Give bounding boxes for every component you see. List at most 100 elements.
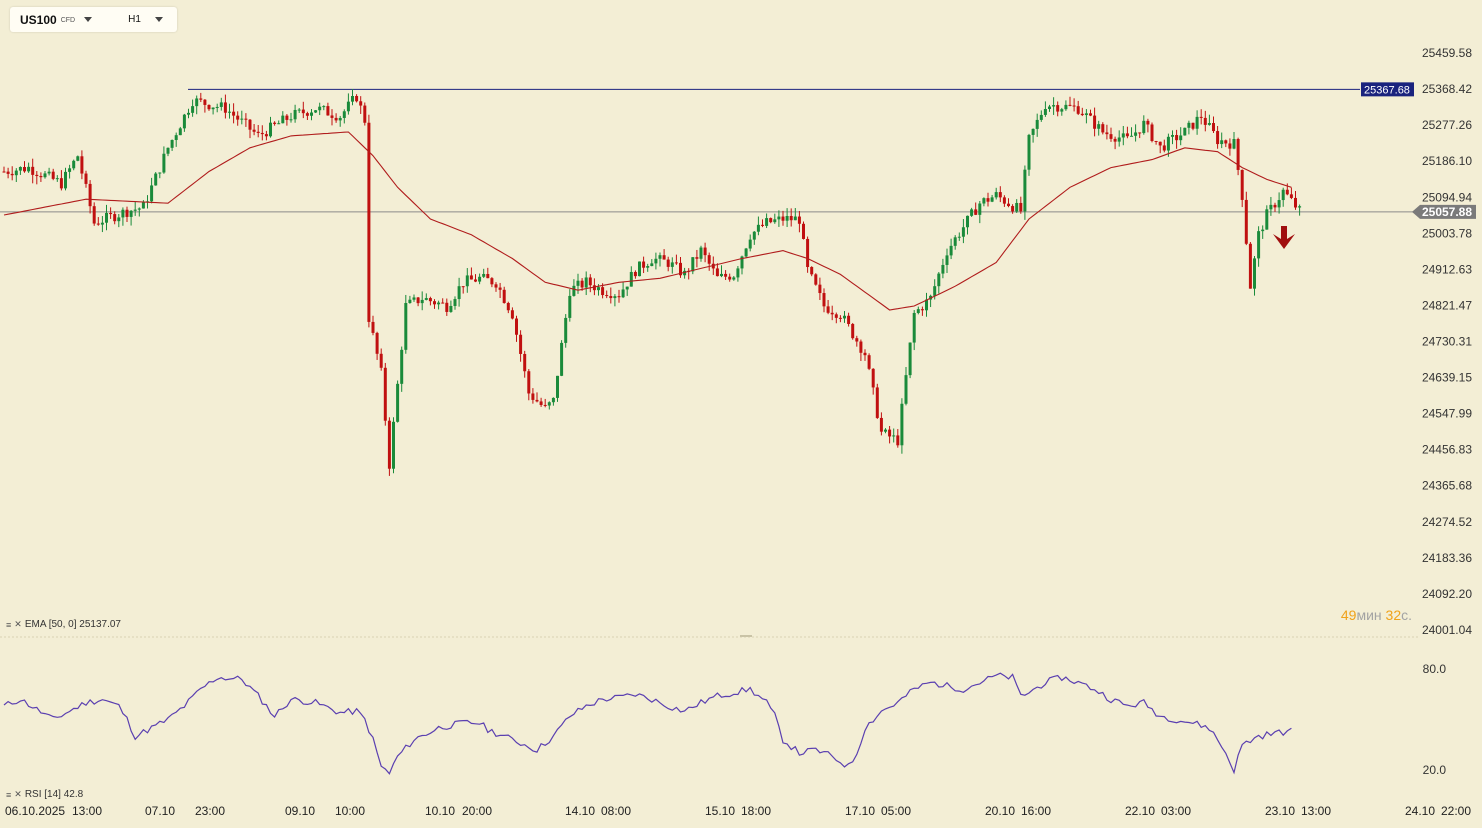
candle[interactable] [765, 213, 769, 229]
candle[interactable] [1158, 141, 1162, 154]
candle[interactable] [1060, 107, 1064, 116]
candle[interactable] [1105, 124, 1109, 140]
candle[interactable] [1220, 132, 1224, 149]
candle[interactable] [925, 292, 928, 317]
candle[interactable] [674, 254, 678, 265]
candle[interactable] [170, 139, 174, 151]
candle[interactable] [293, 104, 297, 123]
candle[interactable] [191, 99, 195, 117]
candle[interactable] [203, 99, 207, 113]
candle[interactable] [1068, 96, 1072, 107]
candle[interactable] [240, 110, 244, 125]
candle[interactable] [117, 213, 121, 228]
candle[interactable] [297, 108, 301, 113]
candle[interactable] [510, 307, 514, 320]
candle[interactable] [199, 92, 203, 103]
candle[interactable] [1076, 100, 1080, 116]
candle[interactable] [638, 261, 641, 277]
candle[interactable] [920, 306, 924, 316]
candle[interactable] [31, 158, 35, 184]
candle[interactable] [1228, 138, 1232, 156]
candle[interactable] [412, 294, 416, 302]
candle[interactable] [568, 289, 572, 322]
candle[interactable] [892, 428, 896, 443]
candle[interactable] [982, 197, 986, 207]
candle[interactable] [43, 170, 47, 179]
candle[interactable] [1125, 126, 1129, 139]
candle[interactable] [629, 266, 633, 287]
candle[interactable] [6, 167, 10, 179]
candle[interactable] [769, 217, 773, 224]
candle[interactable] [404, 294, 408, 354]
candle[interactable] [908, 342, 912, 379]
candle[interactable] [1084, 109, 1088, 124]
candle[interactable] [695, 249, 699, 268]
candle[interactable] [715, 263, 719, 277]
candle[interactable] [974, 202, 978, 216]
candle[interactable] [584, 271, 588, 296]
candle[interactable] [195, 95, 199, 115]
candle[interactable] [1146, 118, 1150, 133]
candle[interactable] [1134, 124, 1138, 142]
candle[interactable] [802, 221, 805, 240]
candle[interactable] [1216, 125, 1220, 149]
candle[interactable] [1056, 101, 1060, 117]
candle[interactable] [843, 310, 846, 323]
candle[interactable] [428, 296, 432, 306]
candle[interactable] [937, 271, 941, 294]
candle[interactable] [818, 277, 822, 301]
candle[interactable] [129, 210, 133, 226]
candle[interactable] [1199, 109, 1203, 125]
candle[interactable] [113, 211, 117, 225]
candle[interactable] [400, 346, 404, 392]
candle[interactable] [273, 121, 277, 126]
candle[interactable] [486, 267, 490, 279]
candle[interactable] [289, 112, 293, 123]
candle[interactable] [543, 398, 547, 408]
candle[interactable] [51, 168, 55, 181]
candle[interactable] [912, 310, 916, 351]
candle[interactable] [556, 375, 559, 402]
candle[interactable] [748, 234, 752, 252]
candle[interactable] [441, 298, 445, 304]
candle[interactable] [515, 315, 518, 342]
candle[interactable] [576, 273, 580, 294]
candle[interactable] [1289, 187, 1293, 200]
candle[interactable] [1142, 115, 1146, 135]
candle[interactable] [551, 397, 555, 406]
candle[interactable] [1080, 107, 1084, 117]
close-icon[interactable]: ✕ [14, 789, 22, 799]
candle[interactable] [55, 175, 59, 182]
candle[interactable] [1240, 169, 1244, 208]
candle[interactable] [109, 207, 113, 219]
candle[interactable] [498, 282, 502, 299]
symbol-dropdown-icon[interactable] [84, 17, 93, 22]
candle[interactable] [851, 322, 855, 340]
candle[interactable] [449, 300, 453, 313]
candle[interactable] [724, 270, 728, 281]
candle[interactable] [588, 274, 592, 293]
candle[interactable] [941, 258, 945, 279]
candle[interactable] [182, 113, 186, 132]
candle[interactable] [1101, 122, 1105, 135]
candle[interactable] [1269, 196, 1273, 216]
candle[interactable] [1015, 199, 1019, 213]
candle[interactable] [1039, 110, 1043, 122]
candle[interactable] [461, 286, 465, 294]
candle[interactable] [580, 278, 584, 291]
candle[interactable] [88, 180, 92, 214]
candle[interactable] [252, 124, 256, 136]
candle[interactable] [1064, 100, 1068, 111]
candle[interactable] [699, 245, 703, 262]
candle[interactable] [215, 103, 219, 113]
candle[interactable] [72, 159, 76, 171]
candle[interactable] [223, 94, 227, 119]
candle[interactable] [187, 108, 190, 119]
candle[interactable] [1150, 122, 1154, 143]
candle[interactable] [650, 259, 654, 267]
candle[interactable] [174, 132, 178, 147]
candle[interactable] [978, 200, 982, 224]
candle[interactable] [732, 275, 736, 281]
candle[interactable] [744, 247, 748, 258]
candle[interactable] [264, 130, 268, 141]
